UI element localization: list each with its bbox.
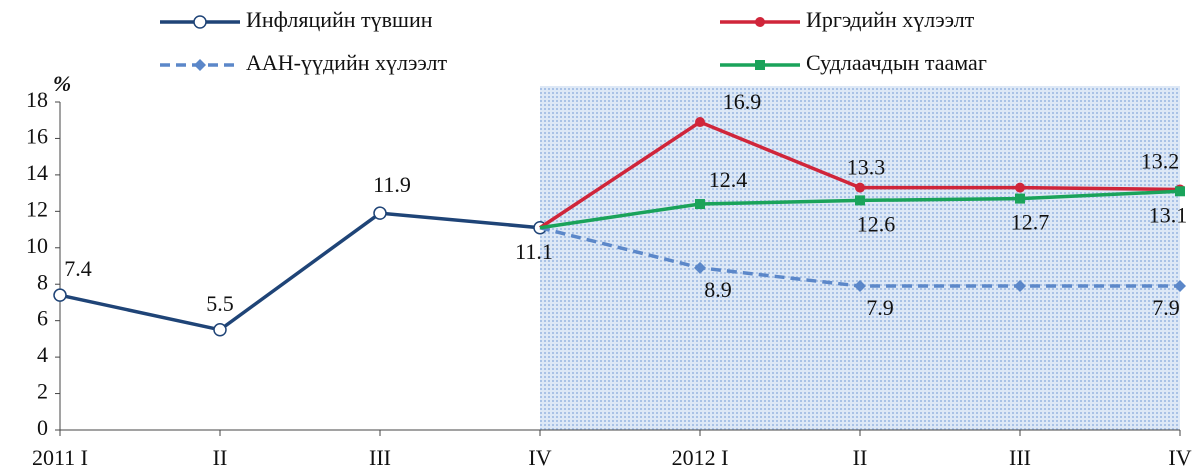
- legend-marker: [755, 17, 765, 27]
- y-tick-label: 6: [37, 306, 48, 331]
- data-label: 11.9: [373, 172, 411, 197]
- x-tick-label: 2012 I: [672, 445, 729, 470]
- y-tick-label: 18: [26, 87, 48, 112]
- x-tick-label: II: [213, 445, 228, 470]
- data-label: 11.1: [515, 239, 553, 264]
- y-tick-label: 10: [26, 233, 48, 258]
- point: [1015, 193, 1025, 204]
- data-label: 5.5: [206, 291, 234, 316]
- legend-marker: [193, 15, 207, 29]
- data-label: 7.9: [866, 295, 894, 320]
- shaded-region: [540, 86, 1180, 430]
- data-label: 12.4: [709, 167, 748, 192]
- point: [695, 199, 705, 210]
- y-tick-label: 8: [37, 269, 48, 294]
- point: [1015, 182, 1025, 193]
- legend-marker: [755, 60, 765, 70]
- data-label: 13.3: [847, 155, 886, 180]
- legend-label: Иргэдийн хүлээлт: [806, 7, 975, 32]
- y-tick-label: 16: [26, 123, 48, 148]
- data-label: 16.9: [723, 89, 762, 114]
- data-label: 7.4: [64, 256, 92, 281]
- x-tick-label: III: [369, 445, 391, 470]
- y-axis-label: %: [53, 71, 71, 96]
- data-label: 12.6: [857, 211, 896, 236]
- data-label: 13.2: [1141, 149, 1180, 174]
- point: [53, 288, 67, 302]
- point: [1175, 186, 1185, 197]
- data-label: 7.9: [1152, 295, 1180, 320]
- data-label: 13.1: [1149, 202, 1188, 227]
- point: [854, 280, 866, 293]
- legend-marker: [194, 59, 206, 71]
- y-tick-label: 4: [37, 342, 48, 367]
- point: [855, 182, 865, 193]
- legend-label: ААН-үүдийн хүлээлт: [246, 50, 447, 75]
- point: [695, 117, 705, 128]
- point: [373, 206, 387, 220]
- y-tick-label: 2: [37, 379, 48, 404]
- x-tick-label: II: [853, 445, 868, 470]
- data-label: 8.9: [704, 277, 732, 302]
- y-tick-label: 14: [26, 160, 48, 185]
- data-label: 12.7: [1011, 210, 1050, 235]
- y-tick-label: 0: [37, 415, 48, 440]
- point: [1014, 280, 1026, 293]
- legend-label: Судлаачдын таамаг: [806, 50, 987, 75]
- point: [213, 323, 227, 337]
- x-tick-label: IV: [1168, 445, 1191, 470]
- point: [1174, 280, 1186, 293]
- point: [694, 261, 706, 274]
- y-tick-label: 12: [26, 196, 48, 221]
- x-tick-label: III: [1009, 445, 1031, 470]
- series-line: [59, 211, 541, 332]
- legend-label: Инфляцийн түвшин: [246, 7, 433, 32]
- x-tick-label: IV: [528, 445, 551, 470]
- x-tick-label: 2011 I: [32, 445, 88, 470]
- point: [855, 195, 865, 206]
